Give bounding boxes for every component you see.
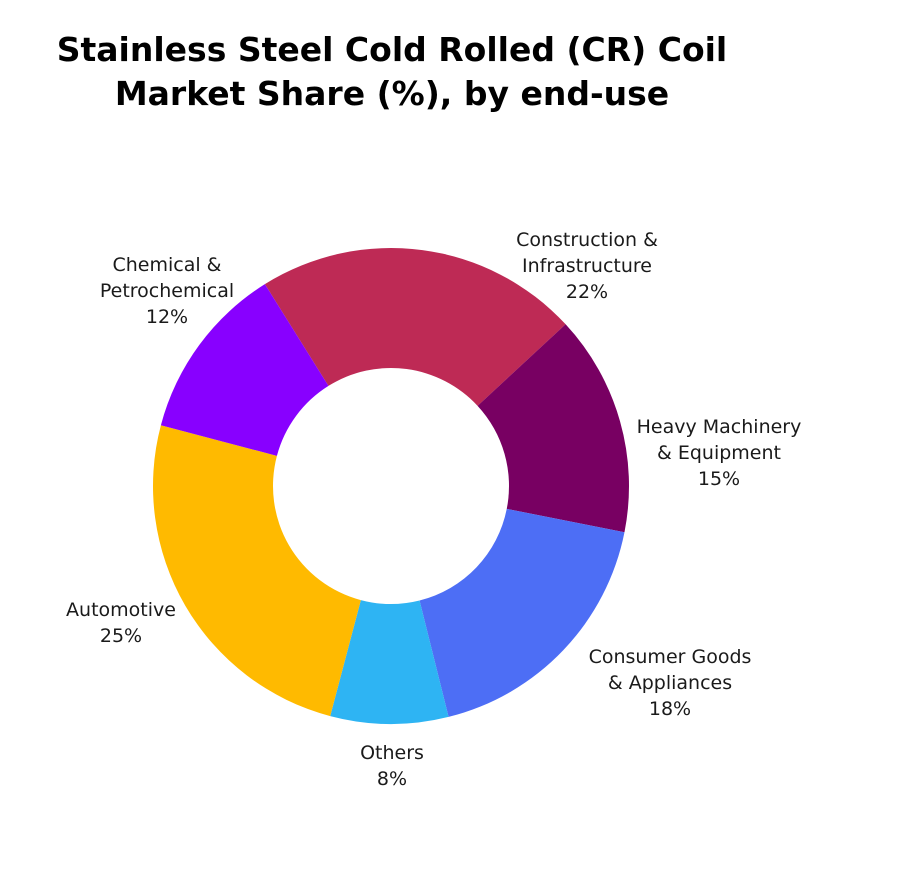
donut-slices: [152, 248, 630, 724]
slice-name-line: Consumer Goods: [589, 646, 752, 668]
slice-value-label: 8%: [377, 768, 407, 790]
slice-value-label: 12%: [146, 306, 188, 328]
slice-value-label: 22%: [566, 281, 608, 303]
slice-automotive: [152, 425, 361, 717]
slice-label-chemical-petrochemical: Chemical & Petrochemical 12%: [100, 254, 234, 328]
slice-construction-infrastructure: [264, 248, 566, 406]
slice-label-automotive: Automotive 25%: [66, 599, 176, 647]
slice-name-line: & Appliances: [608, 672, 732, 694]
slice-name-line: Chemical &: [112, 254, 221, 276]
slice-name-line: Construction &: [516, 229, 658, 251]
slice-value-label: 25%: [100, 625, 142, 647]
slice-name-line: Petrochemical: [100, 280, 234, 302]
slice-name-line: Automotive: [66, 599, 176, 621]
slice-name-line: Heavy Machinery: [637, 416, 802, 438]
slice-name-line: & Equipment: [657, 442, 781, 464]
slice-value-label: 15%: [698, 468, 740, 490]
chart-title-line-1: Stainless Steel Cold Rolled (CR) Coil: [56, 30, 728, 69]
slice-labels: Construction & Infrastructure 22% Heavy Mac…: [66, 229, 801, 790]
slice-label-others: Others 8%: [360, 742, 424, 790]
slice-value-label: 18%: [649, 698, 691, 720]
slice-chemical-petrochemical: [160, 284, 329, 456]
slice-label-construction-infrastructure: Construction & Infrastructure 22%: [516, 229, 658, 303]
slice-name-line: Infrastructure: [522, 255, 652, 277]
slice-consumer-goods-appliances: [419, 508, 625, 717]
slice-others: [330, 600, 449, 724]
slice-label-consumer-goods-appliances: Consumer Goods & Appliances 18%: [589, 646, 752, 720]
slice-label-heavy-machinery-equipment: Heavy Machinery & Equipment 15%: [637, 416, 802, 490]
chart-title-line-2: Market Share (%), by end-use: [114, 74, 670, 113]
slice-name-line: Others: [360, 742, 424, 764]
chart-title: Stainless Steel Cold Rolled (CR) Coil Ma…: [0, 28, 784, 116]
slice-heavy-machinery-equipment: [477, 324, 630, 533]
